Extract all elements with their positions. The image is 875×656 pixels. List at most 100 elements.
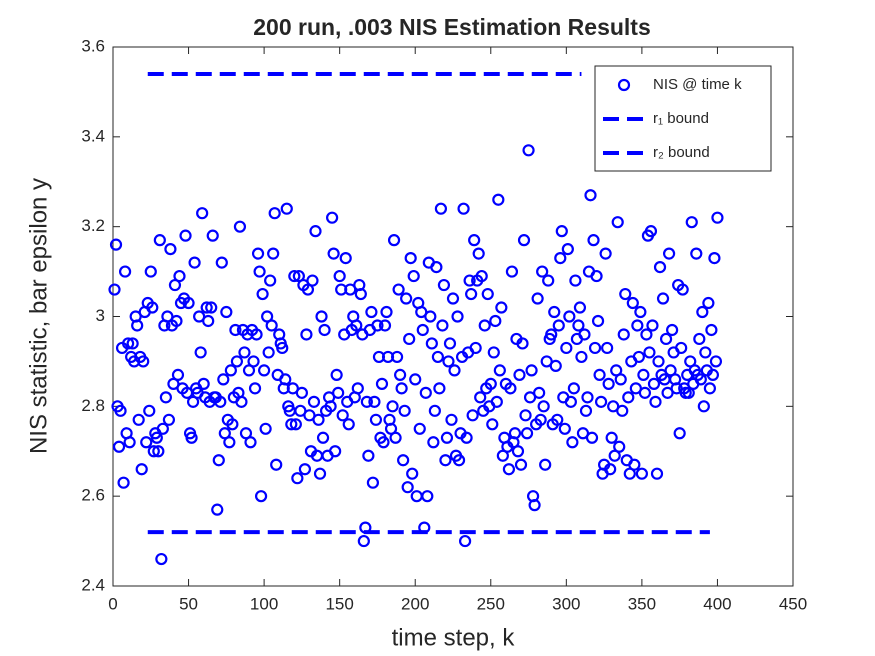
data-point (150, 431, 163, 444)
data-point (324, 400, 337, 413)
data-point (416, 323, 429, 337)
data-point (590, 269, 603, 283)
data-point (675, 341, 688, 355)
data-point (112, 440, 126, 453)
data-point (690, 247, 703, 260)
y-axis-label: NIS statistic, bar epsilon y (25, 178, 52, 454)
data-point (397, 454, 410, 467)
data-point (617, 328, 630, 341)
data-point (182, 296, 195, 310)
data-point (463, 274, 476, 287)
data-point (487, 346, 500, 359)
data-point (268, 207, 281, 220)
data-point (220, 305, 233, 319)
data-point (474, 391, 487, 404)
data-point (371, 319, 384, 332)
legend-label: r₂ bound (653, 144, 710, 161)
data-point (475, 269, 488, 283)
data-point (653, 260, 667, 274)
data-point (403, 332, 416, 346)
data-point (406, 467, 419, 480)
data-point (514, 458, 528, 471)
data-point (599, 247, 612, 260)
data-point (329, 445, 342, 458)
data-point (434, 202, 448, 215)
data-point (628, 458, 641, 471)
data-point (229, 323, 242, 337)
data-point (354, 287, 367, 301)
data-point (375, 377, 389, 390)
data-point (267, 247, 280, 260)
data-point (643, 346, 656, 359)
data-point (591, 314, 605, 328)
data-point (318, 323, 331, 337)
y-tick-label: 2.6 (81, 486, 105, 505)
data-point (646, 319, 659, 332)
data-point (215, 256, 228, 269)
data-point (564, 395, 577, 408)
legend-swatch (617, 78, 631, 92)
data-point (122, 337, 135, 350)
data-point (579, 404, 593, 417)
data-point (533, 386, 546, 399)
legend-label: NIS @ time k (653, 76, 742, 93)
data-point (469, 341, 482, 355)
x-tick-label: 300 (552, 594, 580, 613)
data-point (270, 458, 283, 471)
data-point (400, 292, 413, 305)
data-point (226, 418, 239, 431)
data-point (581, 391, 594, 404)
data-point (137, 355, 150, 368)
data-point (601, 341, 614, 355)
data-point (478, 319, 491, 332)
data-point (439, 454, 452, 467)
data-point (588, 341, 602, 355)
data-point (652, 355, 665, 368)
data-point (569, 274, 582, 287)
data-point (332, 386, 345, 399)
data-point (279, 373, 292, 386)
data-point (206, 229, 219, 242)
data-point (445, 413, 458, 426)
data-point (696, 305, 709, 319)
legend-box (594, 65, 772, 172)
data-point (593, 368, 606, 381)
data-point (407, 269, 420, 283)
data-point (202, 314, 215, 328)
data-point (427, 436, 440, 449)
data-point (259, 422, 272, 435)
data-point (703, 382, 716, 395)
chart-title: 200 run, .003 NIS Estimation Results (253, 14, 651, 40)
data-point (511, 445, 525, 458)
data-point (638, 386, 652, 399)
data-point (217, 373, 230, 386)
data-point (212, 454, 225, 467)
data-point (626, 296, 639, 310)
data-point (635, 467, 648, 480)
data-point (289, 418, 302, 431)
data-point (205, 301, 218, 314)
data-point (534, 413, 547, 426)
data-point (605, 431, 618, 444)
data-point (685, 216, 698, 229)
data-point (224, 364, 237, 377)
data-point (132, 413, 145, 426)
data-point (351, 382, 364, 395)
data-point (604, 463, 617, 476)
data-point (357, 534, 370, 548)
y-tick-label: 3 (96, 306, 105, 325)
data-point (336, 409, 349, 422)
data-point (401, 481, 414, 494)
data-point (585, 431, 599, 444)
data-point (465, 287, 478, 301)
data-point (573, 301, 587, 314)
data-point (295, 386, 308, 399)
data-point (256, 287, 269, 301)
plot-area: 0 50 100 150 200 250 300 350 400 450 2.4 2.6 2.8 3 3.2… (81, 36, 807, 613)
data-point (109, 238, 123, 251)
data-point (437, 278, 451, 292)
data-point (280, 202, 293, 215)
y-tick-label: 3.6 (81, 36, 105, 55)
data-point (350, 319, 363, 332)
data-point (619, 287, 632, 301)
